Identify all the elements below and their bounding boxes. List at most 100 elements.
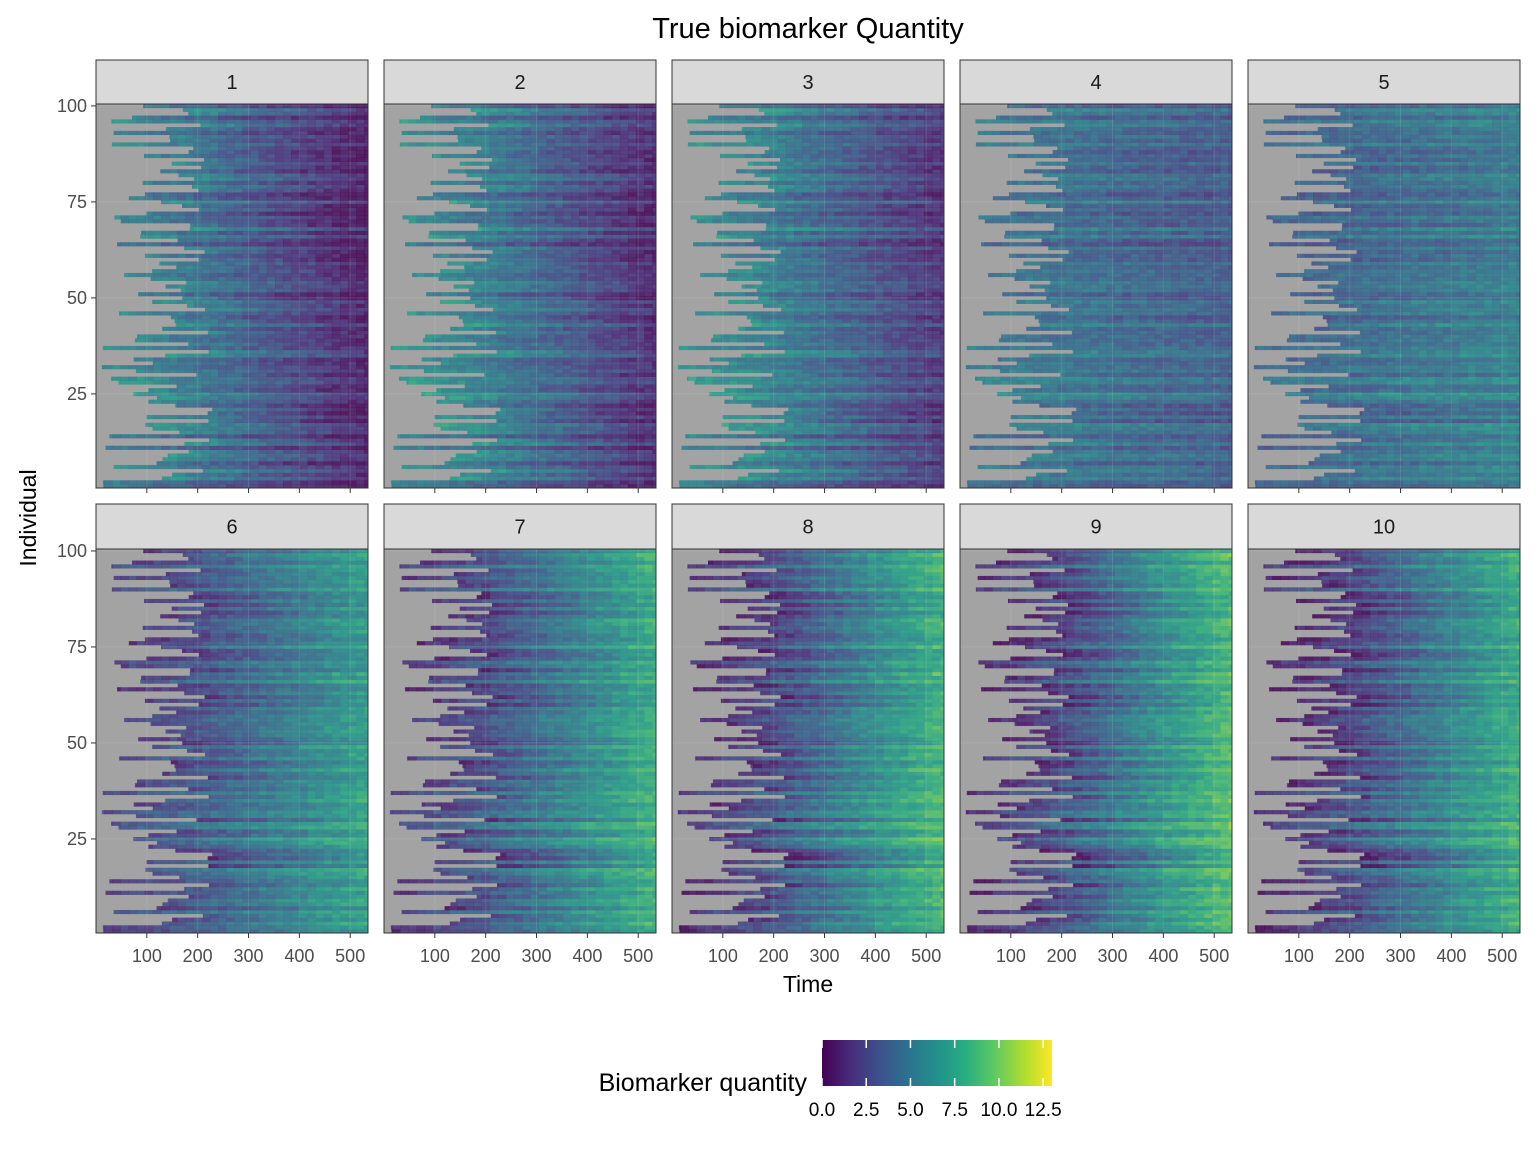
heatmap-cell: [571, 231, 580, 235]
heatmap-cell: [356, 188, 365, 192]
heatmap-cell: [251, 450, 260, 454]
heatmap-cell: [612, 204, 621, 208]
heatmap-cell: [498, 162, 507, 166]
heatmap-cell: [177, 473, 186, 477]
heatmap-cell: [587, 227, 596, 231]
heatmap-cell: [628, 457, 637, 461]
heatmap-cell: [202, 212, 211, 216]
heatmap-cell: [226, 123, 235, 127]
heatmap-cell: [596, 354, 605, 358]
heatmap-cell: [539, 219, 548, 223]
heatmap-cell: [555, 377, 564, 381]
heatmap-cell: [210, 434, 219, 438]
heatmap-cell: [620, 231, 629, 235]
heatmap-cell: [324, 346, 333, 350]
heatmap-cell: [506, 377, 515, 381]
heatmap-cell: [316, 158, 325, 162]
heatmap-cell: [340, 342, 349, 346]
heatmap-cell: [316, 442, 325, 446]
heatmap-cell: [571, 261, 580, 265]
heatmap-cell: [644, 215, 653, 219]
heatmap-cell: [210, 357, 219, 361]
heatmap-cell: [465, 384, 474, 388]
heatmap-cell: [417, 365, 426, 369]
heatmap-cell: [596, 430, 605, 434]
heatmap-cell: [340, 334, 349, 338]
heatmap-cell: [226, 438, 235, 442]
heatmap-cell: [506, 162, 515, 166]
heatmap-cell: [596, 446, 605, 450]
heatmap-cell: [604, 308, 613, 312]
heatmap-cell: [506, 411, 515, 415]
heatmap-cell: [234, 388, 243, 392]
heatmap-cell: [251, 434, 260, 438]
heatmap-cell: [283, 369, 292, 373]
heatmap-cell: [465, 423, 474, 427]
heatmap-cell: [283, 250, 292, 254]
heatmap-cell: [596, 346, 605, 350]
heatmap-cell: [356, 116, 365, 120]
heatmap-cell: [153, 346, 162, 350]
heatmap-cell: [441, 423, 450, 427]
heatmap-cell: [169, 119, 178, 123]
heatmap-cell: [185, 423, 194, 427]
heatmap-cell: [242, 400, 251, 404]
heatmap-cell: [153, 215, 162, 219]
heatmap-cell: [465, 461, 474, 465]
heatmap-cell: [267, 284, 276, 288]
heatmap-cell: [465, 415, 474, 419]
heatmap-cell: [449, 261, 458, 265]
heatmap-cell: [587, 261, 596, 265]
heatmap-cell: [324, 212, 333, 216]
heatmap-cell: [587, 411, 596, 415]
heatmap-cell: [283, 265, 292, 269]
heatmap-cell: [514, 446, 523, 450]
heatmap-cell: [454, 284, 458, 288]
heatmap-cell: [218, 469, 227, 473]
heatmap-cell: [177, 434, 186, 438]
heatmap-cell: [267, 196, 276, 200]
heatmap-cell: [242, 188, 251, 192]
heatmap-cell: [348, 411, 357, 415]
heatmap-cell: [226, 173, 235, 177]
heatmap-cell: [129, 219, 138, 223]
heatmap-cell: [441, 346, 450, 350]
heatmap-cell: [571, 469, 580, 473]
heatmap-cell: [234, 215, 243, 219]
heatmap-cell: [620, 457, 629, 461]
heatmap-cell: [547, 453, 556, 457]
heatmap-cell: [275, 215, 284, 219]
heatmap-cell: [547, 173, 556, 177]
heatmap-cell: [587, 250, 596, 254]
heatmap-cell: [324, 204, 333, 208]
heatmap-cell: [259, 158, 268, 162]
heatmap-cell: [202, 177, 211, 181]
heatmap-cell: [283, 465, 292, 469]
heatmap-cell: [177, 427, 186, 431]
heatmap-cell: [636, 219, 645, 223]
heatmap-cell: [506, 338, 515, 342]
heatmap-cell: [259, 369, 268, 373]
heatmap-cell: [490, 265, 499, 269]
heatmap-cell: [449, 369, 458, 373]
heatmap-cell: [587, 188, 596, 192]
heatmap-cell: [644, 365, 653, 369]
heatmap-cell: [490, 473, 499, 477]
heatmap-cell: [628, 369, 637, 373]
heatmap-cell: [628, 284, 637, 288]
heatmap-cell: [628, 331, 637, 335]
heatmap-cell: [506, 173, 515, 177]
heatmap-cell: [547, 250, 556, 254]
heatmap-cell: [177, 327, 186, 331]
heatmap-cell: [291, 154, 300, 158]
heatmap-cell: [275, 357, 284, 361]
heatmap-cell: [218, 139, 227, 143]
heatmap-cell: [604, 473, 613, 477]
heatmap-cell: [522, 315, 531, 319]
heatmap-cell: [291, 334, 300, 338]
heatmap-cell: [596, 227, 605, 231]
heatmap-cell: [628, 396, 637, 400]
heatmap-cell: [596, 350, 605, 354]
heatmap-cell: [324, 165, 333, 169]
heatmap-cell: [275, 415, 284, 419]
